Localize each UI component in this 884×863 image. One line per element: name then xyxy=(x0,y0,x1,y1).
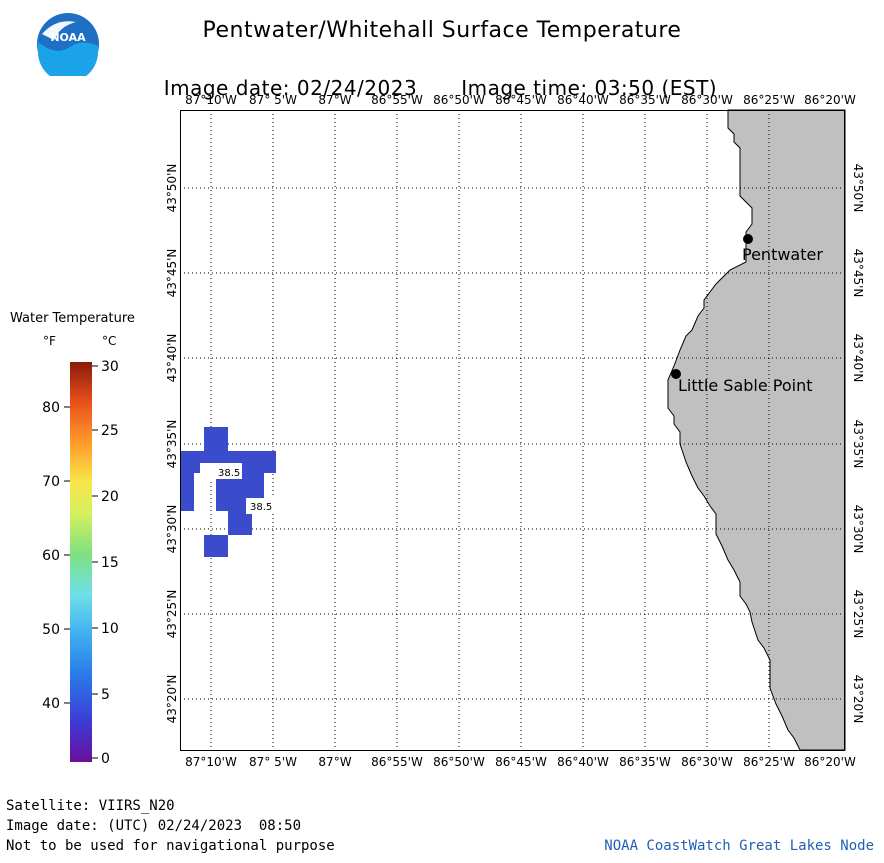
lat-label: 43°45'N xyxy=(165,249,179,298)
lat-labels-left: 43°50'N 43°45'N 43°40'N 43°35'N 43°30'N … xyxy=(165,164,179,724)
lon-label: 87°10'W xyxy=(185,93,237,107)
lon-label: 86°30'W xyxy=(681,755,733,769)
legend-c-labels: 30 25 20 15 10 5 0 xyxy=(101,359,119,767)
legend-c-tick: 10 xyxy=(101,621,119,637)
lon-label: 86°25'W xyxy=(743,93,795,107)
lon-label: 86°40'W xyxy=(557,93,609,107)
legend-c-tick: 0 xyxy=(101,751,110,767)
lat-label: 43°50'N xyxy=(851,164,865,213)
legend-f-tick: 50 xyxy=(42,622,60,638)
lon-label: 86°50'W xyxy=(433,93,485,107)
temp-label: 38.5 xyxy=(218,468,240,479)
lat-label: 43°30'N xyxy=(851,505,865,554)
credit-text: NOAA CoastWatch Great Lakes Node xyxy=(604,838,874,854)
legend-f-tick: 70 xyxy=(42,474,60,490)
legend-c-tick: 15 xyxy=(101,555,119,571)
land-mass xyxy=(667,109,846,751)
legend-c-tick: 20 xyxy=(101,489,119,505)
satellite-info: Satellite: VIIRS_N20 xyxy=(6,798,175,814)
temp-label-bg xyxy=(200,463,242,479)
lon-label: 87° 5'W xyxy=(249,93,297,107)
lon-label: 86°55'W xyxy=(371,755,423,769)
city-marker-little-sable-point xyxy=(671,369,681,379)
noaa-logo: NOAA xyxy=(37,13,99,76)
legend-c-tick: 25 xyxy=(101,423,119,439)
lat-label: 43°50'N xyxy=(165,164,179,213)
page-title: Pentwater/Whitehall Surface Temperature xyxy=(202,18,682,43)
temp-label: 38.5 xyxy=(250,502,272,513)
lat-label: 43°35'N xyxy=(165,420,179,469)
lon-labels-top: 87°10'W 87° 5'W 87°W 86°55'W 86°50'W 86°… xyxy=(185,93,856,107)
lon-label: 86°30'W xyxy=(681,93,733,107)
lat-label: 43°45'N xyxy=(851,249,865,298)
lon-label: 86°20'W xyxy=(804,755,856,769)
lat-label: 43°25'N xyxy=(165,590,179,639)
legend-f-labels: 80 70 60 50 40 xyxy=(42,400,60,712)
lat-label: 43°20'N xyxy=(165,675,179,724)
lon-label: 86°25'W xyxy=(743,755,795,769)
lon-label: 87°W xyxy=(318,755,351,769)
lon-label: 86°20'W xyxy=(804,93,856,107)
lon-label: 86°40'W xyxy=(557,755,609,769)
lon-label: 86°50'W xyxy=(433,755,485,769)
legend-f-tick: 80 xyxy=(42,400,60,416)
lat-label: 43°40'N xyxy=(851,334,865,383)
lat-label: 43°20'N xyxy=(851,675,865,724)
lon-label: 86°45'W xyxy=(495,755,547,769)
lat-label: 43°30'N xyxy=(165,505,179,554)
legend-unit-c: °C xyxy=(102,334,117,348)
lat-label: 43°25'N xyxy=(851,590,865,639)
logo-text: NOAA xyxy=(50,31,86,44)
water-temp-pixels xyxy=(180,427,276,557)
legend-c-tick: 30 xyxy=(101,359,119,375)
city-label-little-sable-point: Little Sable Point xyxy=(678,376,813,395)
disclaimer: Not to be used for navigational purpose xyxy=(6,838,335,854)
map-frame xyxy=(180,110,845,751)
city-marker-pentwater xyxy=(743,234,753,244)
lat-label: 43°40'N xyxy=(165,334,179,383)
lat-labels-right: 43°50'N 43°45'N 43°40'N 43°35'N 43°30'N … xyxy=(851,164,865,724)
lon-label: 87°10'W xyxy=(185,755,237,769)
legend-f-tick: 40 xyxy=(42,696,60,712)
lon-label: 86°55'W xyxy=(371,93,423,107)
lon-label: 87° 5'W xyxy=(249,755,297,769)
lon-label: 86°45'W xyxy=(495,93,547,107)
image-date: Image date: 02/24/2023 xyxy=(163,76,418,100)
utc-date-info: Image date: (UTC) 02/24/2023 08:50 xyxy=(6,818,302,834)
temp-label-bg xyxy=(246,498,274,514)
legend-c-tick: 5 xyxy=(101,687,110,703)
lon-label: 86°35'W xyxy=(619,755,671,769)
legend-color-bar xyxy=(70,362,92,762)
legend-title: Water Temperature xyxy=(10,311,135,326)
lat-label: 43°35'N xyxy=(851,420,865,469)
lon-label: 87°W xyxy=(318,93,351,107)
legend-unit-f: °F xyxy=(43,334,56,348)
lat-grid xyxy=(180,187,845,700)
lon-label: 86°35'W xyxy=(619,93,671,107)
legend-f-tick: 60 xyxy=(42,548,60,564)
image-time: Image time: 03:50 (EST) xyxy=(461,76,718,100)
lon-labels-bottom: 87°10'W 87° 5'W 87°W 86°55'W 86°50'W 86°… xyxy=(185,755,856,769)
legend-ticks xyxy=(64,365,98,759)
city-label-pentwater: Pentwater xyxy=(742,245,823,264)
image-date-time: Image date: 02/24/2023 Image time: 03:50 … xyxy=(150,52,717,100)
